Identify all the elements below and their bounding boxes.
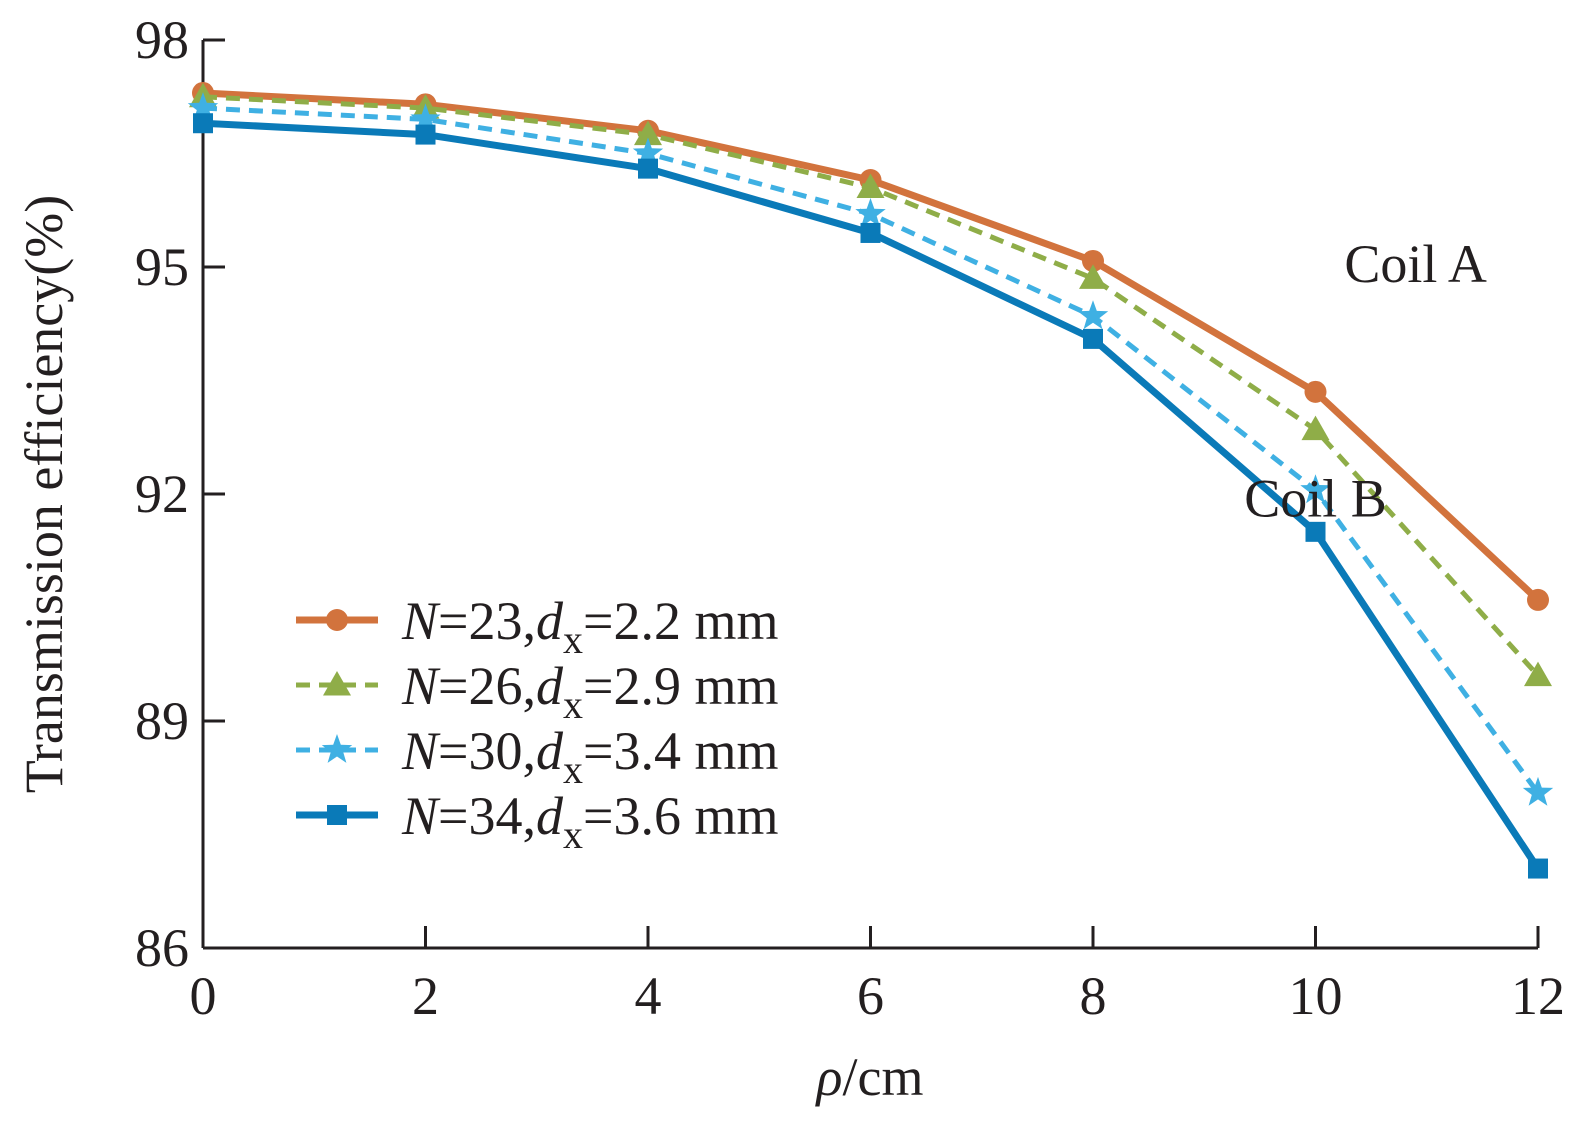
data-point-s1: [1527, 588, 1549, 611]
data-point-s4: [415, 124, 436, 145]
legend-item-s1: N=23,dx=2.2 mm: [296, 591, 778, 662]
legend: N=23,dx=2.2 mmN=26,dx=2.9 mmN=30,dx=3.4 …: [296, 591, 778, 857]
legend-label-part: d: [536, 656, 564, 716]
x-axis-unit: /cm: [842, 1047, 923, 1107]
x-tick-label: 4: [635, 966, 662, 1026]
x-tick-label: 6: [857, 966, 884, 1026]
annotation-coilA: Coil A: [1344, 234, 1487, 294]
data-point-s4: [638, 158, 658, 179]
x-tick-label: 8: [1080, 966, 1107, 1026]
legend-label: N=34,dx=3.6 mm: [401, 786, 778, 857]
legend-label-part: x: [563, 682, 583, 727]
series-s3: [187, 92, 1554, 806]
y-tick-label: 92: [135, 464, 189, 524]
series-s2: [189, 82, 1552, 687]
series-s1: [192, 81, 1549, 611]
y-tick-label: 98: [135, 10, 189, 70]
data-point-s1: [1082, 249, 1104, 272]
y-tick-label: 89: [135, 691, 189, 751]
legend-label-part: x: [563, 747, 583, 792]
data-point-s1: [1304, 380, 1327, 403]
data-point-s2: [1524, 661, 1552, 687]
data-point-s4: [193, 113, 213, 134]
x-tick-label: 12: [1511, 966, 1565, 1026]
x-axis-title: ρ/cm: [815, 1047, 924, 1107]
data-point-s3: [1522, 776, 1554, 806]
y-axis-title: Transmission efficiency(%): [14, 195, 74, 793]
legend-label-part: x: [563, 812, 583, 857]
data-point-s4: [860, 222, 881, 243]
legend-label-part: d: [536, 721, 564, 781]
legend-label-part: =2.9 mm: [583, 656, 778, 716]
legend-label-part: N: [401, 591, 441, 651]
legend-label-part: d: [536, 591, 564, 651]
x-axis-symbol: ρ: [815, 1047, 843, 1107]
data-point-s2: [634, 120, 662, 146]
legend-label-part: N: [401, 721, 441, 781]
legend-label: N=30,dx=3.4 mm: [401, 721, 778, 792]
x-tick-label: 0: [190, 966, 217, 1026]
data-point-s4: [1083, 328, 1103, 349]
legend-label-part: =3.4 mm: [583, 721, 778, 781]
data-point-s2: [1301, 415, 1330, 441]
x-tick-label: 2: [412, 966, 439, 1026]
legend-label-part: N: [401, 656, 441, 716]
annotation-coilB: Coil B: [1244, 469, 1387, 529]
data-point-s3: [410, 103, 441, 133]
legend-label-part: d: [536, 786, 564, 846]
data-point-s3: [1300, 474, 1331, 504]
data-point-s2: [1079, 264, 1107, 289]
annotations: Coil A Coil B: [1244, 234, 1487, 529]
data-point-s4: [1305, 521, 1326, 542]
data-point-s3: [855, 198, 886, 227]
legend-item-s4: N=34,dx=3.6 mm: [296, 786, 778, 857]
legend-item-s3: N=30,dx=3.4 mm: [296, 721, 778, 792]
legend-label-part: =30,: [438, 721, 536, 781]
legend-label-part: =23,: [438, 591, 536, 651]
legend-label: N=26,dx=2.9 mm: [401, 656, 778, 727]
y-tick-label: 95: [135, 237, 189, 297]
legend-label-part: x: [563, 617, 583, 662]
data-point-s3: [1077, 300, 1109, 330]
y-ticks: 86 89 92 95 98: [135, 10, 225, 978]
x-tick-label: 10: [1289, 966, 1343, 1026]
x-ticks: 0 2 4 6 8 10 12: [190, 926, 1565, 1026]
legend-marker: [327, 805, 347, 825]
axes: 86 89 92 95 98 0 2 4 6 8 10 12: [135, 10, 1565, 1026]
legend-label-part: N: [401, 786, 441, 846]
legend-label-part: =2.2 mm: [583, 591, 778, 651]
y-tick-label: 86: [135, 918, 189, 978]
series-s4: [193, 113, 1548, 879]
series-layer: [187, 81, 1554, 879]
legend-label-part: =34,: [438, 786, 536, 846]
legend-marker: [326, 609, 348, 631]
data-point-s4: [1528, 858, 1548, 879]
legend-label-part: =26,: [438, 656, 536, 716]
legend-marker: [321, 734, 353, 763]
legend-label: N=23,dx=2.2 mm: [401, 591, 778, 662]
legend-marker: [323, 671, 351, 696]
legend-item-s2: N=26,dx=2.9 mm: [296, 656, 778, 727]
legend-label-part: =3.6 mm: [583, 786, 778, 846]
data-point-s2: [856, 173, 885, 199]
data-point-s3: [632, 137, 664, 167]
data-point-s3: [187, 92, 219, 121]
